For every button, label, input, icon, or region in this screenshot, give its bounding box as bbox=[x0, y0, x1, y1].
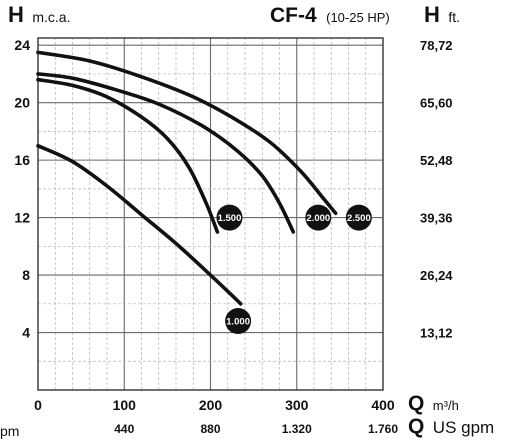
curve-badge-2500: 2.500 bbox=[345, 204, 372, 231]
curves bbox=[36, 50, 338, 306]
y-right-tick-label: 39,36 bbox=[420, 211, 453, 226]
y-tick-label: 4 bbox=[22, 325, 30, 341]
x-tick-label: 200 bbox=[199, 397, 223, 413]
badge-circle bbox=[225, 308, 252, 335]
badge-label: 2.500 bbox=[347, 213, 371, 224]
y-right-tick-label: 26,24 bbox=[420, 268, 453, 283]
curve-badge-1000: 1.000 bbox=[225, 308, 252, 335]
badge-circle bbox=[216, 204, 243, 231]
chart-title-group: CF-4 (10-25 HP) bbox=[270, 4, 390, 27]
badge-label: 1.000 bbox=[226, 316, 250, 327]
y-right-tick-label: 13,12 bbox=[420, 326, 453, 341]
y-tick-label: 24 bbox=[14, 37, 30, 53]
tick-labels: 0 100 200 300 400 440 880 1.320 1.760 4 8 12 16 20 24 1… bbox=[14, 37, 453, 436]
y-left-axis-unit: m.c.a. bbox=[32, 9, 70, 25]
curve-2000 bbox=[36, 72, 296, 234]
badge-label: 2.000 bbox=[306, 213, 330, 224]
curve-badges: 1.000 1.500 2.000 2.500 bbox=[216, 204, 372, 335]
badge-circle bbox=[345, 204, 372, 231]
badge-circle bbox=[305, 204, 332, 231]
y-left-axis-label: H m.c.a. bbox=[8, 2, 70, 27]
x-secondary-tick-label: 880 bbox=[200, 422, 220, 436]
y-right-tick-label: 65,60 bbox=[420, 96, 453, 111]
chart-subtitle: (10-25 HP) bbox=[326, 10, 390, 25]
y-right-axis-unit: ft. bbox=[448, 9, 460, 25]
chart-title: CF-4 bbox=[270, 4, 317, 27]
curve-1000 bbox=[36, 144, 243, 306]
x-tick-label: 300 bbox=[285, 397, 309, 413]
curve-1500 bbox=[36, 77, 220, 234]
x-secondary-tick-label: 1.760 bbox=[368, 422, 398, 436]
y-tick-label: 12 bbox=[14, 210, 30, 226]
y-right-tick-label: 78,72 bbox=[420, 38, 453, 53]
x-tick-label: 0 bbox=[34, 397, 42, 413]
x-bottom-axis-unit: US gpm bbox=[433, 418, 494, 437]
y-right-axis-letter: H bbox=[424, 2, 440, 27]
x-tick-label: 400 bbox=[371, 397, 395, 413]
y-tick-label: 20 bbox=[14, 95, 30, 111]
x-bottom-axis-letter: Q bbox=[408, 415, 424, 438]
y-tick-label: 8 bbox=[22, 267, 30, 283]
curve-badge-2000: 2.000 bbox=[305, 204, 332, 231]
y-right-tick-label: 52,48 bbox=[420, 153, 453, 168]
x-top-axis-label: Q m³/h bbox=[408, 392, 459, 415]
y-tick-label: 16 bbox=[14, 152, 30, 168]
plot-frame bbox=[37, 37, 384, 391]
y-left-axis-letter: H bbox=[8, 2, 24, 27]
x-top-axis-unit: m³/h bbox=[433, 398, 459, 413]
x-bottom-axis-label: Q US gpm bbox=[408, 415, 494, 438]
x-tick-label: 100 bbox=[113, 397, 137, 413]
curve-badge-1500: 1.500 bbox=[216, 204, 243, 231]
x-secondary-tick-label: 440 bbox=[114, 422, 134, 436]
curve-2500 bbox=[36, 50, 338, 216]
badge-label: 1.500 bbox=[218, 213, 242, 224]
y-right-axis-label: H ft. bbox=[424, 2, 460, 27]
x-secondary-tick-label: 1.320 bbox=[282, 422, 312, 436]
left-edge-fragment: pm bbox=[0, 423, 19, 439]
x-top-axis-letter: Q bbox=[408, 392, 424, 415]
